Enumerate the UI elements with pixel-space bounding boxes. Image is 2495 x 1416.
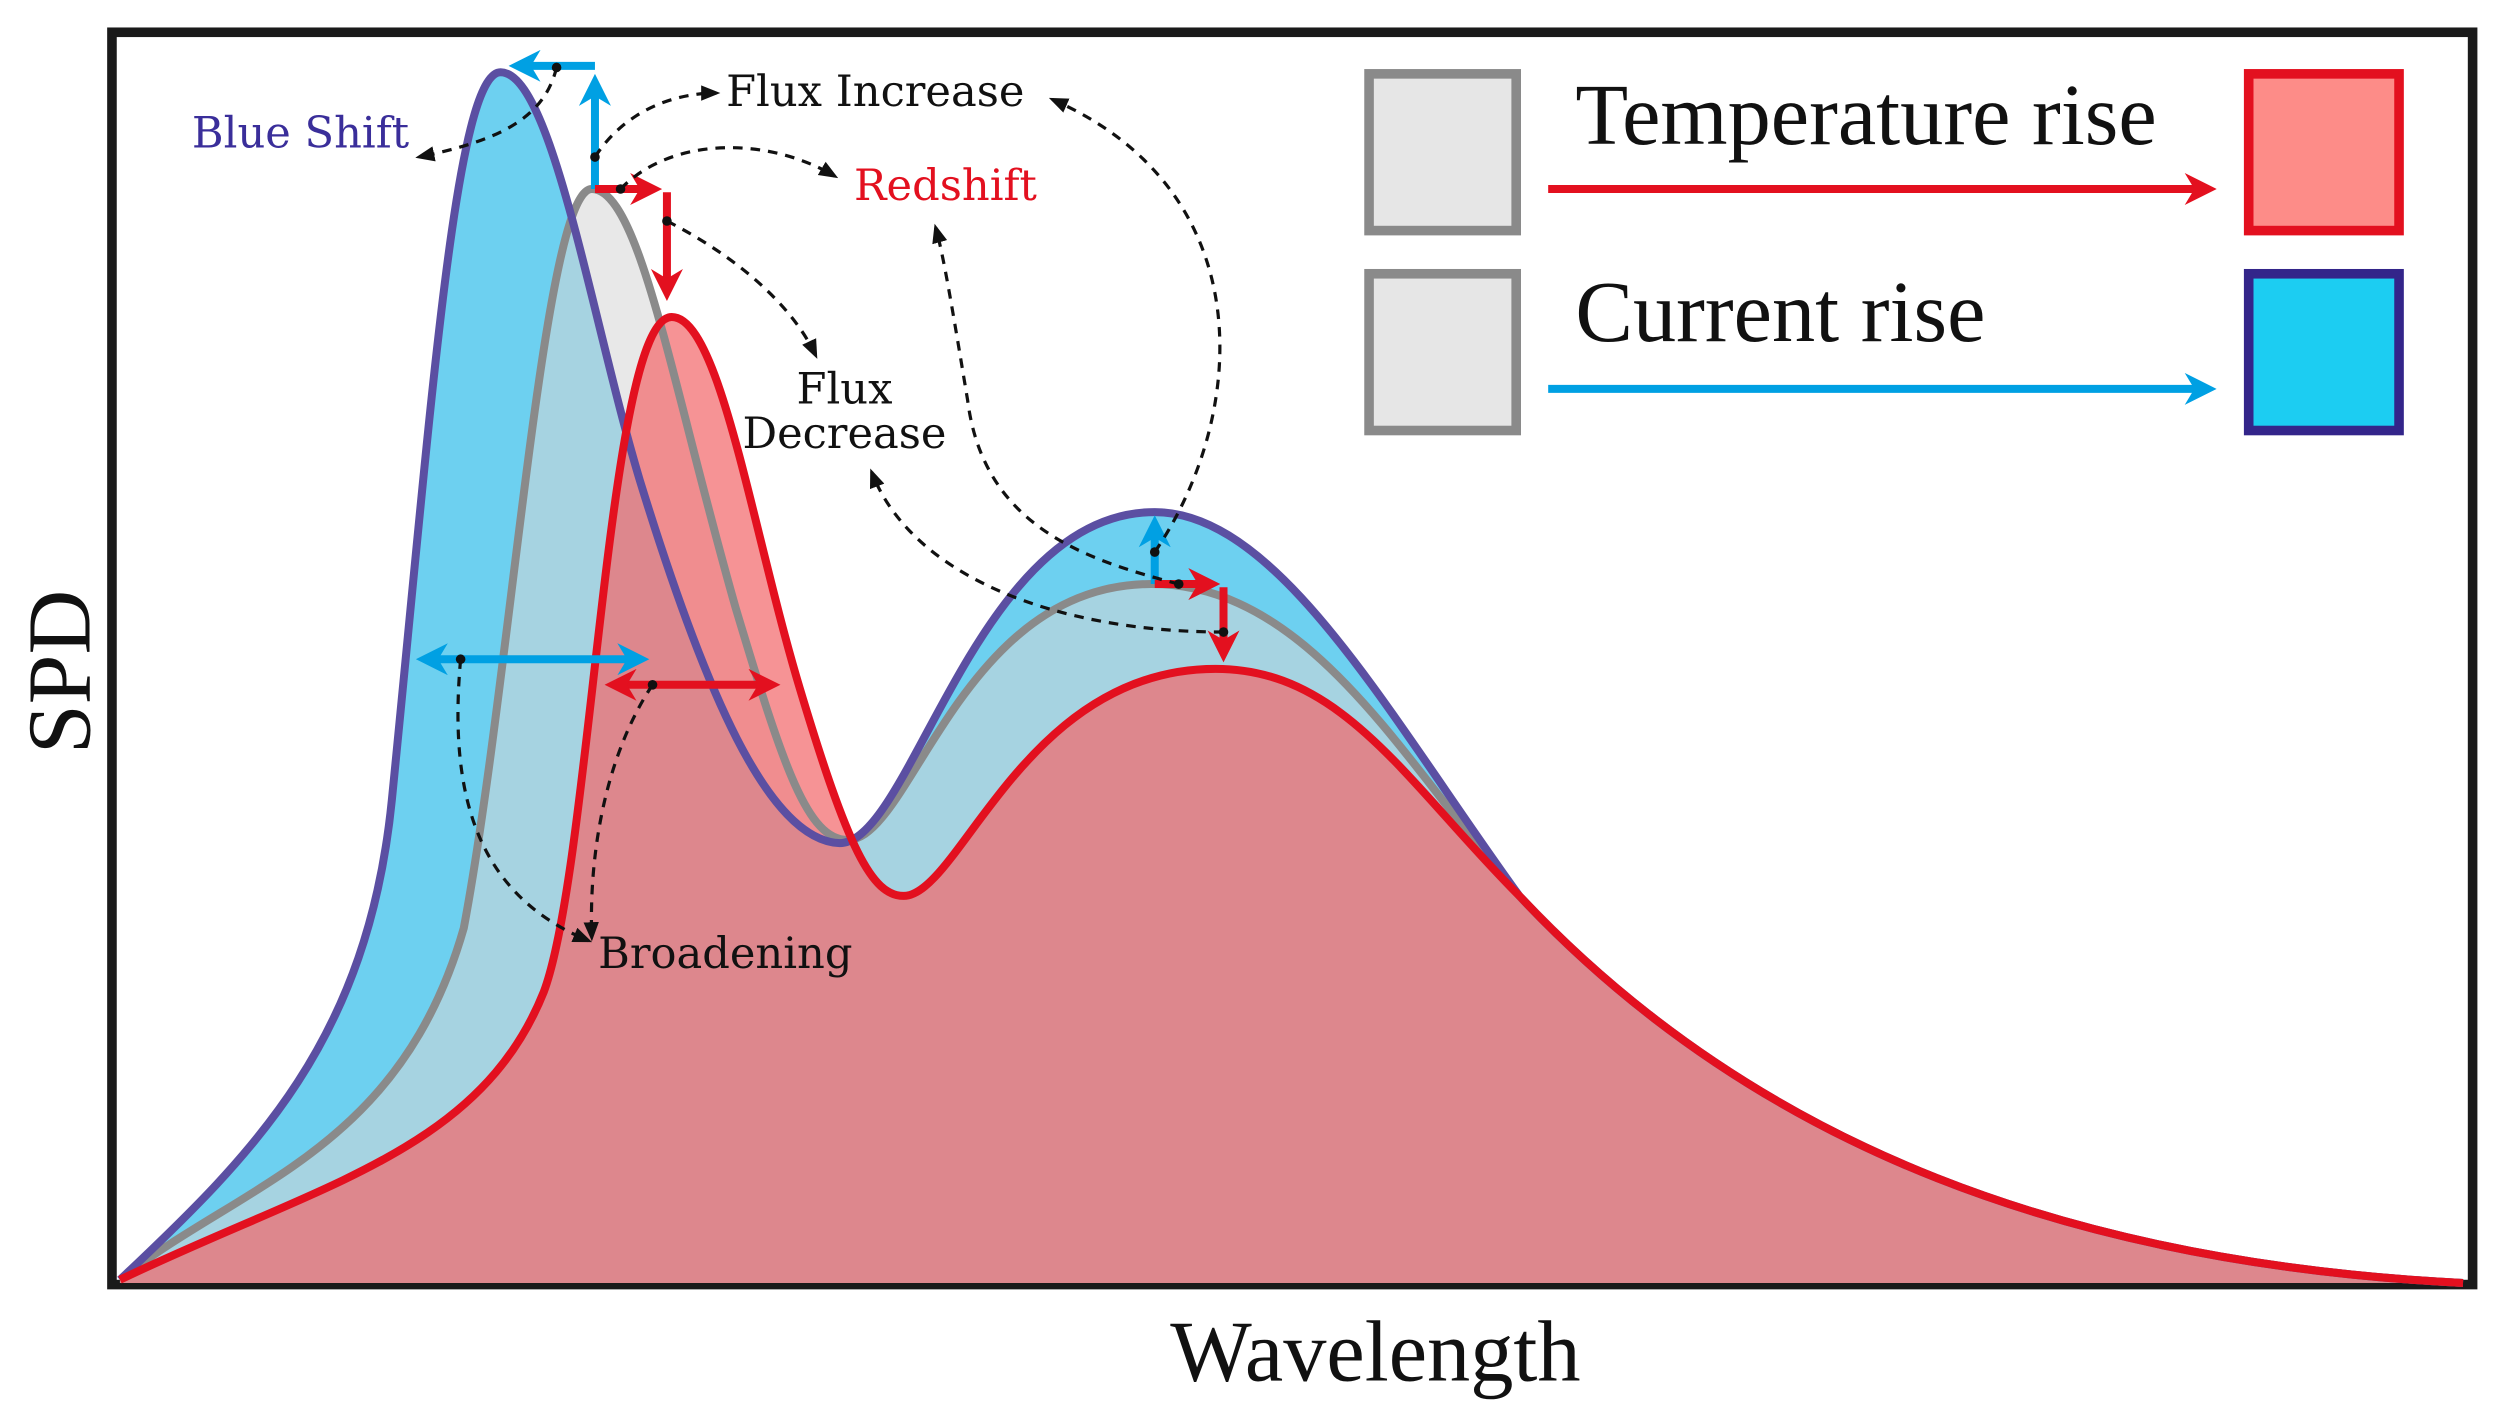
callout-broadening-red	[583, 683, 654, 942]
callout-redshift	[619, 146, 839, 191]
dashed-callouts	[415, 67, 1224, 943]
flux-increase-label: Flux Increase	[726, 67, 1024, 117]
blue-shift-label: Blue Shift	[192, 108, 410, 158]
callout-dots	[455, 62, 1229, 690]
redshift-label: Redshift	[854, 161, 1037, 211]
callout-second-flux-decrease	[870, 468, 1224, 634]
callout-second-redshift	[932, 223, 1180, 586]
legend-reference-swatch-temperature	[1364, 69, 1521, 236]
legend-reference-swatch-current	[1364, 268, 1521, 436]
callout-broadening-blue	[456, 659, 593, 943]
broadening-label: Broadening	[598, 929, 852, 979]
legend-current-label: Current rise	[1575, 264, 1985, 360]
legend-temperature-swatch	[2243, 69, 2404, 236]
flux-decrease-label-line1: Flux	[797, 364, 893, 414]
legend-temperature-label: Temperature rise	[1575, 67, 2156, 163]
callout-flux-increase	[593, 85, 721, 158]
callout-blue-shift	[415, 67, 559, 162]
callout-second-flux-increase	[1048, 97, 1222, 553]
callout-flux-decrease	[666, 219, 818, 359]
flux-decrease-label-line2: Decrease	[742, 409, 946, 459]
legend: Temperature rise Current rise	[1364, 67, 2404, 436]
x-axis-label: Wavelength	[1170, 1304, 1580, 1400]
legend-current-swatch	[2243, 268, 2404, 436]
temperature-rise-fill	[119, 316, 2464, 1283]
y-axis-label: SPD	[11, 590, 110, 754]
temperature-rise-curve	[118, 312, 2464, 1287]
